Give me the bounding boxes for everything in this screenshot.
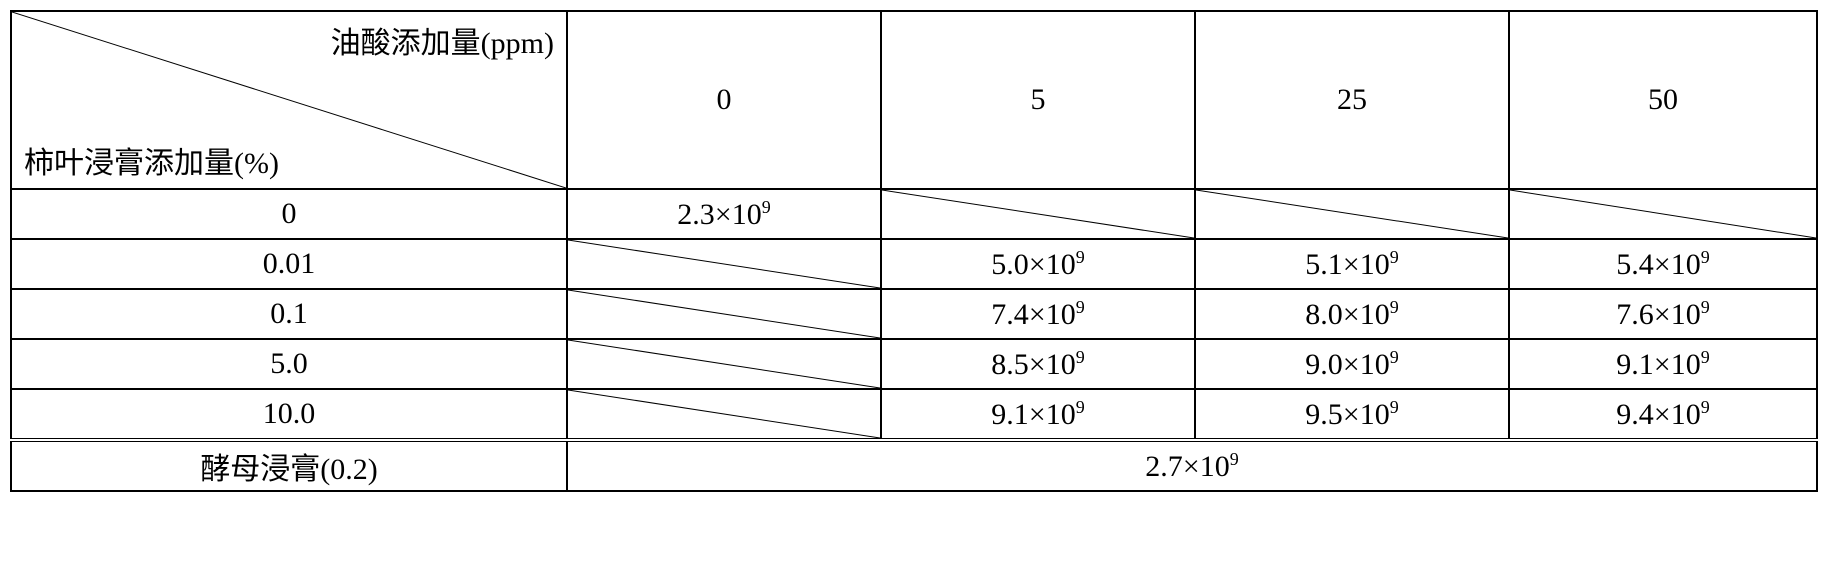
data-cell	[567, 389, 881, 440]
data-cell: 5.1×109	[1195, 239, 1509, 289]
data-cell: 8.5×109	[881, 339, 1195, 389]
data-cell: 9.4×109	[1509, 389, 1817, 440]
data-cell: 5.4×109	[1509, 239, 1817, 289]
column-header: 50	[1509, 11, 1817, 189]
column-header: 5	[881, 11, 1195, 189]
header-bottom-label: 柿叶浸膏添加量(%)	[24, 138, 279, 182]
data-cell: 7.6×109	[1509, 289, 1817, 339]
header-top-label: 油酸添加量(ppm)	[331, 18, 554, 62]
data-cell: 5.0×109	[881, 239, 1195, 289]
data-cell	[1195, 189, 1509, 239]
footer-value: 2.7×109	[567, 440, 1817, 491]
data-cell: 8.0×109	[1195, 289, 1509, 339]
data-cell	[567, 339, 881, 389]
data-cell: 9.5×109	[1195, 389, 1509, 440]
data-cell	[567, 289, 881, 339]
row-label: 0.01	[11, 239, 567, 289]
data-cell: 7.4×109	[881, 289, 1195, 339]
data-table: 油酸添加量(ppm)柿叶浸膏添加量(%)05255002.3×1090.015.…	[10, 10, 1818, 492]
data-cell: 9.1×109	[881, 389, 1195, 440]
data-cell	[881, 189, 1195, 239]
data-cell	[1509, 189, 1817, 239]
column-header: 25	[1195, 11, 1509, 189]
data-cell	[567, 239, 881, 289]
row-label: 0.1	[11, 289, 567, 339]
header-diagonal-cell: 油酸添加量(ppm) 柿叶浸膏添加量(%)	[11, 11, 567, 189]
row-label: 5.0	[11, 339, 567, 389]
row-label: 0	[11, 189, 567, 239]
footer-label: 酵母浸膏(0.2)	[11, 440, 567, 491]
row-label: 10.0	[11, 389, 567, 440]
data-cell: 2.3×109	[567, 189, 881, 239]
data-cell: 9.0×109	[1195, 339, 1509, 389]
table-body: 油酸添加量(ppm)柿叶浸膏添加量(%)05255002.3×1090.015.…	[11, 11, 1817, 491]
data-cell: 9.1×109	[1509, 339, 1817, 389]
column-header: 0	[567, 11, 881, 189]
